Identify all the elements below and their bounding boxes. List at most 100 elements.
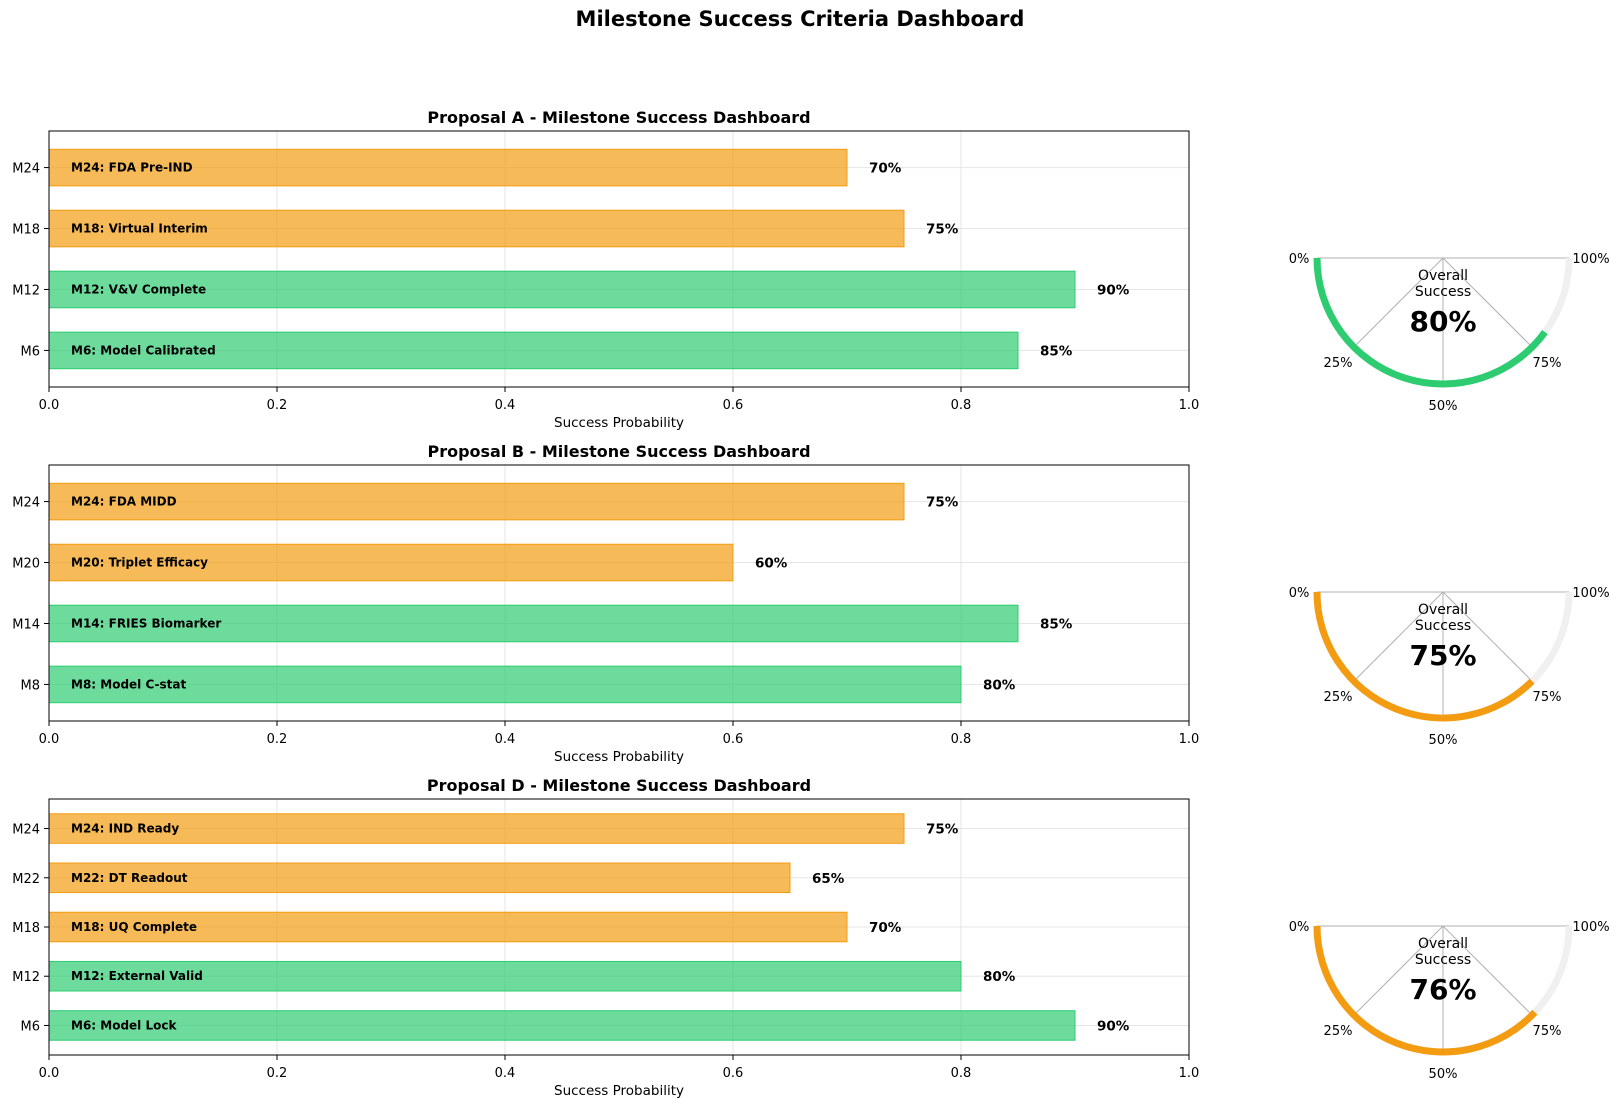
gauge-spoke: [1353, 591, 1444, 682]
x-tick-label: 0.2: [267, 1066, 288, 1081]
gauge-tick-label: 100%: [1572, 252, 1609, 267]
x-tick-label: 0.6: [723, 1066, 744, 1081]
bar-label: M18: UQ Complete: [71, 920, 197, 934]
value-label: 70%: [869, 161, 902, 177]
bar-label: M6: Model Lock: [71, 1018, 177, 1032]
x-tick-label: 0.0: [39, 398, 60, 413]
bar: [48, 482, 905, 521]
axes-frame: [48, 464, 1190, 722]
bar-label: M24: IND Ready: [71, 822, 179, 836]
bar: [48, 209, 905, 248]
bar: [48, 543, 734, 582]
y-tick-label: M8: [21, 678, 41, 693]
x-tick-label: 0.0: [39, 1066, 60, 1081]
x-tick-label: 0.2: [267, 732, 288, 747]
value-label: 80%: [983, 677, 1016, 693]
x-tick-label: 1.0: [1179, 732, 1200, 747]
bar-label: M24: FDA MIDD: [71, 495, 177, 509]
x-tick-label: 0.6: [723, 732, 744, 747]
y-tick-label: M18: [12, 921, 40, 936]
bar-label: M6: Model Calibrated: [71, 343, 216, 357]
x-tick-label: 1.0: [1179, 398, 1200, 413]
x-tick-label: 0.4: [495, 1066, 516, 1081]
panel-title: Proposal B - Milestone Success Dashboard: [427, 442, 810, 461]
x-tick-label: 0.4: [495, 732, 516, 747]
gauge-tick-label: 75%: [1533, 1024, 1562, 1039]
axes-frame: [48, 798, 1190, 1056]
gauge-spoke: [1353, 925, 1444, 1016]
x-axis-label: Success Probability: [554, 749, 684, 765]
gauge-caption-line: Overall: [1418, 602, 1468, 618]
bar-label: M24: FDA Pre-IND: [71, 161, 193, 175]
value-label: 60%: [755, 556, 788, 572]
bar: [48, 148, 848, 187]
value-label: 75%: [926, 822, 959, 838]
gauge-tick-label: 100%: [1572, 920, 1609, 935]
gauge-tick-label: 25%: [1324, 1024, 1353, 1039]
value-label: 90%: [1097, 1018, 1130, 1034]
gauge-tick-label: 75%: [1533, 690, 1562, 705]
gauge-tick-label: 50%: [1429, 733, 1458, 748]
value-label: 80%: [983, 969, 1016, 985]
bar-label: M18: Virtual Interim: [71, 222, 208, 236]
gauge-caption-line: Overall: [1418, 268, 1468, 284]
chart-panels: M6: Model Calibrated 85% M6 M12: V&V Comple…: [12, 108, 1609, 1099]
gauge-caption-line: Success: [1415, 284, 1471, 300]
x-tick-label: 1.0: [1179, 1066, 1200, 1081]
x-tick-label: 0.8: [951, 1066, 972, 1081]
bar-label: M14: FRIES Biomarker: [71, 616, 221, 630]
gauge-caption: Overall Success: [1415, 602, 1471, 634]
y-tick-label: M20: [12, 557, 40, 572]
gauge-tick-label: 75%: [1533, 356, 1562, 371]
bar-label: M12: V&V Complete: [71, 282, 206, 296]
x-tick-label: 0.2: [267, 398, 288, 413]
bar: [48, 960, 962, 992]
gauge-spoke: [1442, 925, 1533, 1016]
y-tick-label: M24: [12, 496, 40, 511]
x-axis-label: Success Probability: [554, 415, 684, 431]
bar: [48, 331, 1019, 370]
y-tick-label: M12: [12, 970, 40, 985]
y-tick-label: M24: [12, 823, 40, 838]
value-label: 85%: [1040, 616, 1073, 632]
y-tick-label: M18: [12, 223, 40, 238]
bar-label: M20: Triplet Efficacy: [71, 556, 208, 570]
gauge-value-arc: [1313, 591, 1535, 722]
gauge-spoke: [1442, 257, 1533, 348]
gauge-value: 76%: [1409, 973, 1476, 1006]
gauge-caption: Overall Success: [1415, 268, 1471, 300]
gauge-tick-label: 50%: [1429, 1067, 1458, 1082]
bar: [48, 813, 905, 844]
gauge-tick-label: 25%: [1324, 690, 1353, 705]
gauge-caption-line: Success: [1415, 618, 1471, 634]
x-tick-label: 0.6: [723, 398, 744, 413]
y-tick-label: M12: [12, 283, 40, 298]
panel-title: Proposal A - Milestone Success Dashboard: [427, 108, 810, 127]
gauge: 0% 25% 50% 75% 100% Overall Success 75%: [1289, 586, 1610, 748]
bar: [48, 1010, 1076, 1041]
value-label: 75%: [926, 222, 959, 238]
gauge-tick-label: 0%: [1289, 586, 1310, 601]
bar-label: M8: Model C-stat: [71, 677, 187, 691]
bar-panel: M8: Model C-stat 80% M8 M14: FRIES Biomarke…: [12, 442, 1199, 765]
bar-label: M12: External Valid: [71, 969, 203, 983]
gauge: 0% 25% 50% 75% 100% Overall Success 76%: [1289, 920, 1610, 1082]
x-tick-label: 0.4: [495, 398, 516, 413]
value-label: 90%: [1097, 282, 1130, 298]
y-tick-label: M22: [12, 872, 40, 887]
value-label: 65%: [812, 871, 845, 887]
bar-panel: M6: Model Calibrated 85% M6 M12: V&V Comple…: [12, 108, 1199, 431]
x-tick-label: 0.8: [951, 398, 972, 413]
gauge-value-arc: [1313, 925, 1538, 1056]
y-tick-label: M6: [21, 344, 41, 359]
x-axis-label: Success Probability: [554, 1083, 684, 1099]
gauge-tick-label: 100%: [1572, 586, 1609, 601]
bar-label: M22: DT Readout: [71, 871, 188, 885]
dashboard-title: Milestone Success Criteria Dashboard: [576, 7, 1025, 31]
gauge-tick-label: 50%: [1429, 399, 1458, 414]
gauge-value: 80%: [1409, 305, 1476, 338]
value-label: 75%: [926, 495, 959, 511]
gauge-tick-label: 25%: [1324, 356, 1353, 371]
x-tick-label: 0.8: [951, 732, 972, 747]
